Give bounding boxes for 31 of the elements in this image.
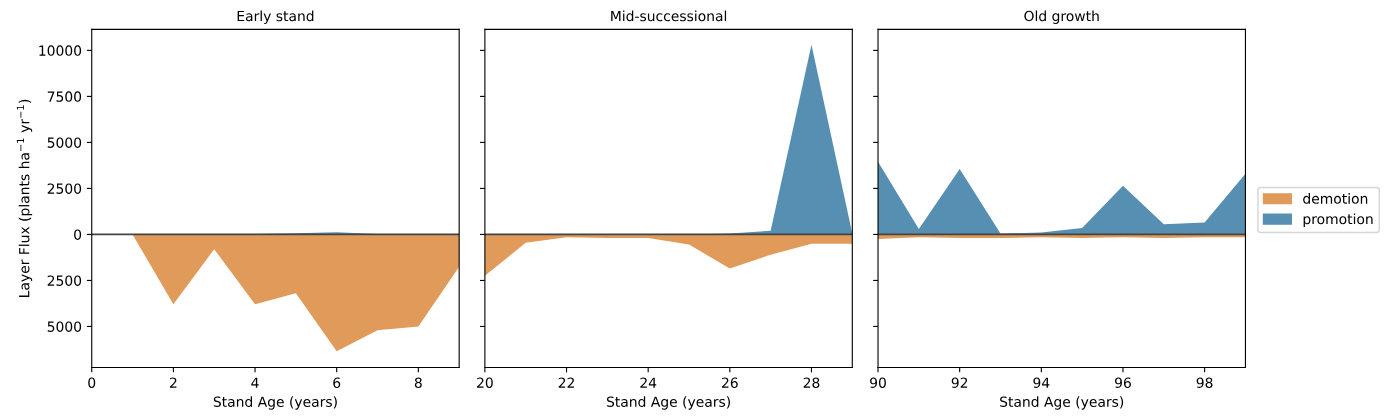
x-axis-title: Stand Age (years) [1000,396,1124,410]
x-tick-label: 20 [477,377,493,388]
x-tick-label: 0 [88,377,96,388]
x-tick-label: 94 [1033,377,1050,388]
y-tick-label: 5000 [47,321,82,332]
x-axis-title: Stand Age (years) [213,396,337,410]
x-tick-label: 98 [1196,377,1213,388]
chart-title: Mid-successional [611,10,727,22]
x-axis-title: Stand Age (years) [606,396,730,410]
y-tick-label: 5000 [47,137,82,148]
x-tick-label: 2 [169,377,177,388]
x-tick-label: 4 [251,377,259,388]
y-tick-label: 0 [74,229,82,240]
x-tick-label: 26 [722,377,738,388]
y-tick-label: 2500 [47,275,82,286]
y-tick-label: 7500 [47,91,82,102]
y-axis-title: Layer Flux (plants ha$^{−1}$ yr$^{−1}$) [16,99,33,297]
legend-label: promotion [1303,213,1373,227]
x-tick-label: 8 [414,377,422,388]
chart-title: Early stand [237,10,314,24]
y-tick-label: 2500 [47,183,82,194]
chart-title: Old growth [1024,10,1099,24]
y-tick-label: 10000 [39,45,82,56]
x-tick-label: 90 [870,377,886,388]
x-tick-label: 6 [333,377,341,388]
legend-label: demotion [1303,193,1368,204]
x-tick-label: 22 [558,377,574,388]
x-tick-label: 28 [803,377,820,388]
x-tick-label: 92 [951,377,968,388]
x-tick-label: 24 [640,377,657,388]
x-tick-label: 96 [1115,377,1131,388]
